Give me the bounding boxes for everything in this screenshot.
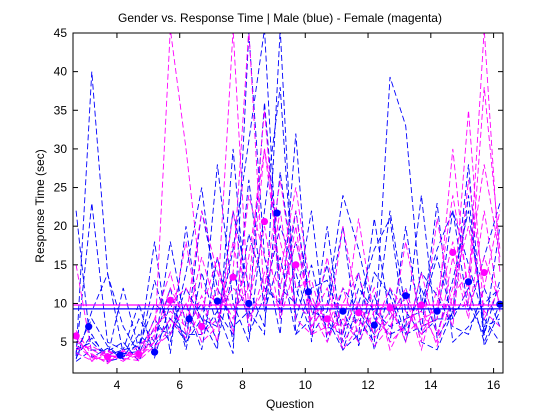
male-response-line-7 [75,179,501,363]
y-axis-label: Response Time (sec) [33,149,47,262]
male-mean-marker [339,307,347,315]
y-axis-ticks: 5 10 15 20 25 30 35 40 45 [54,26,503,349]
y-tick-label: 10 [54,296,68,310]
plot-frame [72,32,504,374]
male-mean-marker [185,315,193,323]
male-mean-marker [304,288,313,296]
male-mean-marker [116,351,124,359]
plot-area [73,33,503,365]
y-tick-label: 30 [54,142,68,156]
male-mean-marker [273,209,281,217]
male-response-line-3 [75,148,501,360]
y-tick-label: 35 [54,103,68,117]
male-mean-marker [151,348,159,356]
male-mean-marker [370,321,378,329]
x-tick-label: 12 [361,378,375,392]
female-mean-marker [103,353,112,361]
male-mean-marker [496,300,503,308]
x-tick-label: 16 [487,378,501,392]
chart-title: Gender vs. Response Time | Male (blue) -… [118,11,442,25]
x-tick-label: 14 [424,378,438,392]
female-response-line-14 [75,179,501,361]
y-tick-label: 5 [60,335,67,349]
male-response-line-5 [75,87,501,359]
female-mean-marker [292,261,300,269]
female-response-line-15 [75,148,501,358]
x-tick-label: 4 [114,378,121,392]
x-axis-ticks: 4 6 8 10 12 14 16 [114,33,501,392]
female-mean-marker [323,315,331,323]
female-response-line-12 [75,110,501,360]
female-mean-marker [198,323,206,331]
female-mean-marker [229,273,237,281]
male-mean-marker [213,297,221,305]
male-mean-marker [402,292,410,300]
male-mean-marker [433,307,441,315]
y-tick-label: 25 [54,181,68,195]
female-mean-marker [166,296,174,304]
x-tick-label: 8 [239,378,246,392]
x-tick-label: 10 [299,378,313,392]
male-mean-marker [85,323,93,331]
female-mean-marker [135,350,143,359]
female-response-line-13 [75,195,501,362]
x-tick-label: 6 [176,378,183,392]
female-mean-marker [386,304,394,312]
mean-markers [73,209,503,361]
female-mean-marker [355,309,363,317]
male-mean-marker [464,278,473,286]
series-lines [75,33,501,365]
female-mean-marker [260,217,269,226]
female-response-line-16 [75,226,501,363]
female-mean-marker [449,248,457,257]
y-tick-label: 40 [54,65,68,79]
y-tick-label: 20 [54,219,68,233]
female-response-line-11 [75,33,501,362]
male-mean-marker [245,299,253,308]
male-response-line-2 [75,33,501,360]
female-mean-marker [417,301,425,309]
female-mean-marker [73,332,80,340]
female-mean-marker [480,268,488,277]
male-response-line-8 [75,172,501,360]
y-tick-label: 15 [54,258,68,272]
x-axis-label: Question [266,397,314,411]
y-tick-label: 45 [54,26,68,40]
mean-lines [73,304,503,310]
female-response-line-17 [75,164,501,362]
